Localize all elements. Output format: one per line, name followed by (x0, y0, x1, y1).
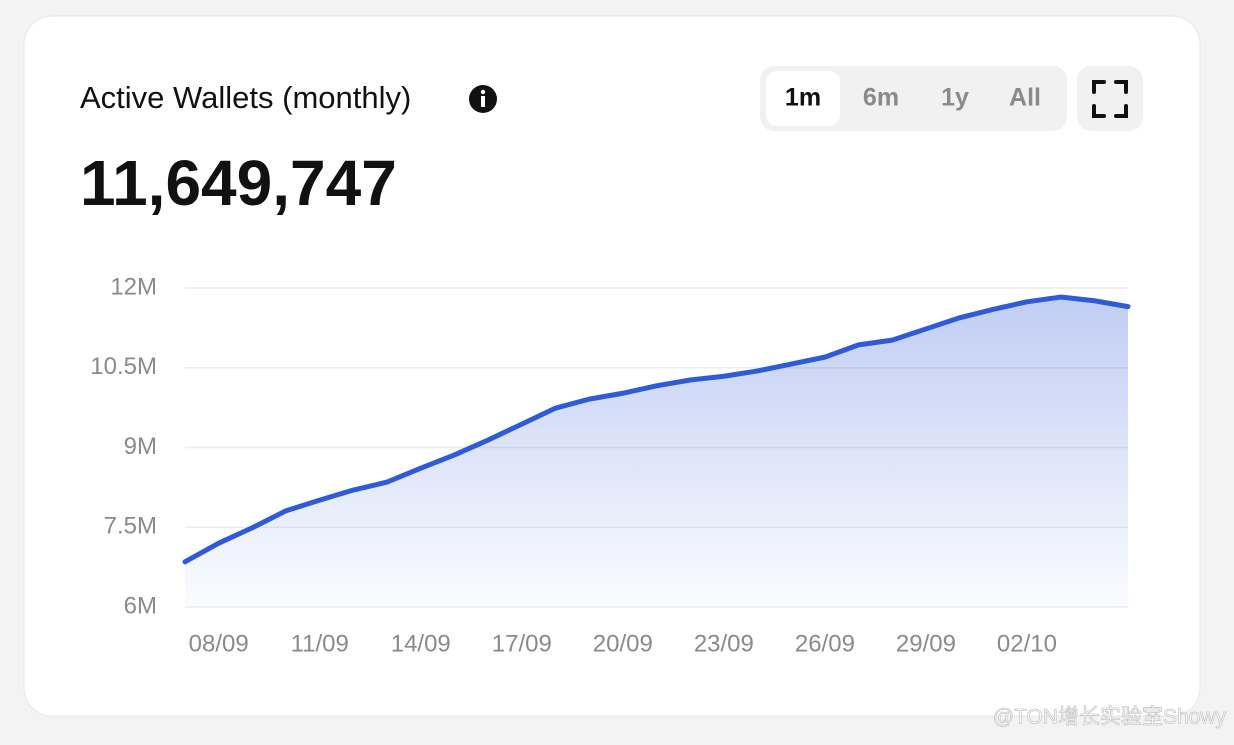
x-tick-label: 11/09 (291, 630, 349, 657)
x-tick-label: 29/09 (896, 630, 956, 657)
y-tick-label: 9M (124, 433, 157, 460)
info-icon[interactable] (469, 85, 497, 113)
line (182, 294, 1131, 565)
x-tick-label: 02/10 (997, 630, 1057, 657)
area (185, 297, 1128, 607)
headline-value: 11,649,747 (80, 147, 397, 219)
y-tick-label: 10.5M (90, 353, 157, 380)
range-button[interactable]: 1y (941, 84, 969, 112)
y-tick-label: 6M (124, 592, 157, 619)
range-button[interactable]: 6m (863, 84, 899, 112)
range-button[interactable]: All (1009, 84, 1041, 112)
range-button[interactable]: 1m (785, 84, 821, 112)
x-tick-label: 23/09 (694, 630, 754, 657)
watermark: @TON增长实验室Showy (993, 706, 1227, 729)
x-tick-label: 08/09 (189, 630, 249, 657)
x-tick-label: 26/09 (795, 630, 855, 657)
fullscreen-button[interactable] (1077, 66, 1143, 131)
x-tick-label: 17/09 (492, 630, 552, 657)
x-tick-label: 14/09 (391, 630, 451, 657)
y-tick-label: 12M (110, 273, 157, 300)
x-tick-label: 20/09 (593, 630, 653, 657)
y-tick-label: 7.5M (104, 513, 157, 540)
card-title: Active Wallets (monthly) (80, 80, 411, 115)
range-active (766, 71, 840, 126)
